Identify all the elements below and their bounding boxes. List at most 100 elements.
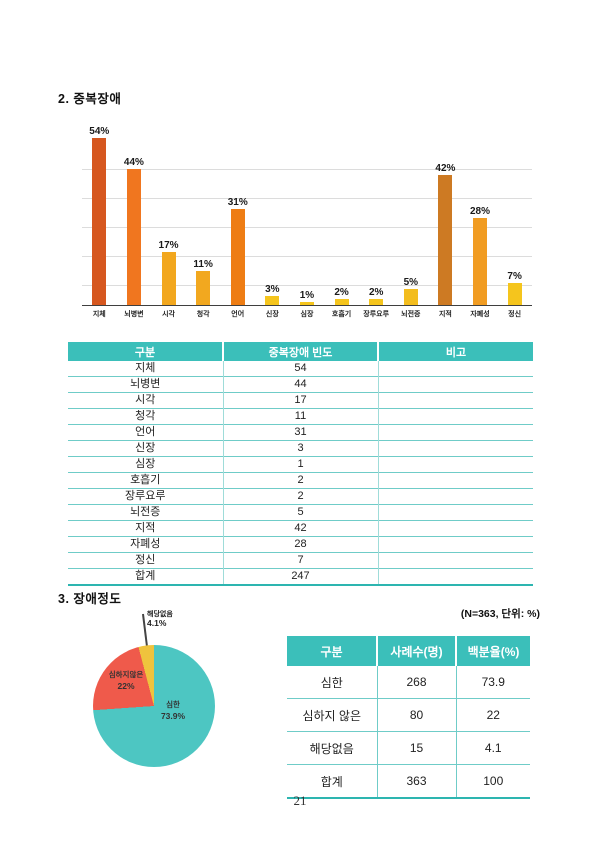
multiple-disability-frequency-table: 구분 중복장애 빈도 비고 지체 54 뇌병변 44 시각 17 청각 11 언어 31 신장 3 심장 1 호…	[68, 342, 533, 586]
table-row: 자폐성 28	[68, 536, 533, 553]
table-cell	[377, 440, 533, 457]
bar-slot: 3%	[255, 284, 290, 305]
bar-value-label: 1%	[299, 290, 315, 301]
table-cell: 뇌병변	[68, 376, 223, 393]
section2-heading: 2. 중복장애	[58, 92, 122, 106]
table-cell: 정신	[68, 552, 223, 569]
table-cell: 3	[222, 440, 378, 457]
table-row: 시각 17	[68, 392, 533, 409]
table-cell: 7	[222, 552, 378, 569]
bar-value-label: 11%	[193, 259, 213, 270]
table-cell	[377, 504, 533, 521]
table-row: 심하지 않은 80 22	[287, 698, 530, 732]
table-cell: 시각	[68, 392, 223, 409]
severity-percentage-table: 구분 사례수(명) 백분율(%) 심한 268 73.9 심하지 않은 80 22 해당없음 15…	[287, 636, 530, 799]
page-number: 21	[293, 793, 307, 808]
disability-severity-section: 해당없음 4.1% 심한 73.9% 심하지않은 22% (N=363, 단위:…	[0, 606, 600, 799]
table-cell: 뇌전증	[68, 504, 223, 521]
bar-언어	[230, 209, 245, 305]
table-cell	[377, 376, 533, 393]
section3-heading: 3. 장애정도	[58, 592, 122, 606]
table-row: 심한 268 73.9	[287, 666, 530, 699]
bar-category-label: 신장	[265, 311, 279, 318]
pie-slice-percent: 73.9%	[160, 711, 186, 721]
table-cell	[377, 552, 533, 569]
bar-category-axis: 지체 뇌병변 시각 청각 언어 신장 심장 호흡기 장루요루 뇌전증 지적 자폐성 정신	[82, 309, 532, 319]
table-cell: 44	[222, 376, 378, 393]
bar-category-label: 지체	[92, 311, 106, 318]
column-header: 사례수(명)	[376, 636, 456, 666]
gridline	[82, 227, 532, 228]
table-cell: 17	[222, 392, 378, 409]
bar-slot: 2%	[359, 287, 394, 305]
bar-category-label: 장루요루	[363, 311, 390, 318]
pie-slice-percent: 4.1%	[147, 618, 167, 628]
table-row: 정신 7	[68, 552, 533, 569]
gridline	[82, 285, 532, 286]
bar-slot: 28%	[463, 206, 498, 305]
table-cell: 54	[222, 361, 378, 377]
bar-category-label: 심장	[300, 311, 314, 318]
table-row: 청각 11	[68, 408, 533, 425]
sample-size-note: (N=363, 단위: %)	[460, 608, 540, 620]
table-cell	[377, 520, 533, 537]
bar-slot: 2%	[324, 287, 359, 305]
table-row: 신장 3	[68, 440, 533, 457]
table-cell: 심장	[68, 456, 223, 473]
table-cell: 언어	[68, 424, 223, 441]
table-cell: 28	[222, 536, 378, 553]
pie-callout-label: 해당없음 4.1%	[147, 610, 173, 629]
table-row: 장루요루 2	[68, 488, 533, 505]
bar-뇌병변	[126, 169, 141, 305]
table-cell: 11	[222, 408, 378, 425]
table-cell	[377, 361, 533, 377]
table-cell: 363	[376, 764, 456, 798]
table-cell: 247	[222, 568, 378, 585]
table-cell	[377, 488, 533, 505]
table-cell	[377, 392, 533, 409]
bar-category-label: 정신	[508, 311, 522, 318]
bar-slot: 44%	[117, 157, 152, 305]
pie-slice-name: 심하지않은	[108, 670, 144, 679]
column-header: 구분	[287, 636, 377, 666]
table-cell: 100	[455, 764, 530, 798]
bar-category-label: 언어	[231, 311, 245, 318]
bar-value-label: 7%	[507, 271, 522, 282]
table-cell	[377, 408, 533, 425]
pie-slice-percent: 22%	[117, 681, 135, 691]
bar-value-label: 5%	[403, 277, 419, 288]
table-cell: 2	[222, 472, 378, 489]
table-cell: 자폐성	[68, 536, 223, 553]
column-header: 중복장애 빈도	[222, 342, 378, 361]
pie-slice-name: 심한	[166, 700, 180, 709]
bar-category-label: 뇌전증	[401, 311, 421, 318]
column-header: 백분율(%)	[455, 636, 530, 666]
table-cell: 2	[222, 488, 378, 505]
bar-slot: 54%	[82, 126, 117, 305]
bar-slot: 1%	[290, 290, 325, 305]
table-row: 합계 363 100	[287, 764, 530, 798]
bar-slot: 11%	[186, 259, 221, 305]
table-cell	[377, 456, 533, 473]
table-row: 호흡기 2	[68, 472, 533, 489]
table-cell: 심한	[320, 675, 343, 690]
severity-pie-chart	[93, 645, 215, 767]
table-cell: 청각	[68, 408, 223, 425]
table-cell: 심하지 않은	[287, 698, 377, 732]
bar-자폐성	[473, 218, 487, 305]
table-cell	[377, 536, 533, 553]
bar-value-label: 17%	[158, 240, 179, 251]
table-header: 구분 사례수(명) 백분율(%)	[287, 636, 530, 666]
bar-정신	[507, 283, 522, 305]
bar-category-label: 청각	[196, 311, 210, 318]
bar-category-label: 시각	[162, 311, 175, 318]
table-cell: 4.1	[455, 731, 530, 765]
table-row: 심장 1	[68, 456, 533, 473]
bar-시각	[161, 252, 176, 305]
table-cell: 신장	[68, 440, 223, 457]
bar-지적	[438, 175, 453, 305]
bar-value-label: 3%	[265, 284, 280, 295]
bar-value-label: 2%	[334, 287, 349, 298]
table-cell: 지적	[68, 520, 223, 537]
